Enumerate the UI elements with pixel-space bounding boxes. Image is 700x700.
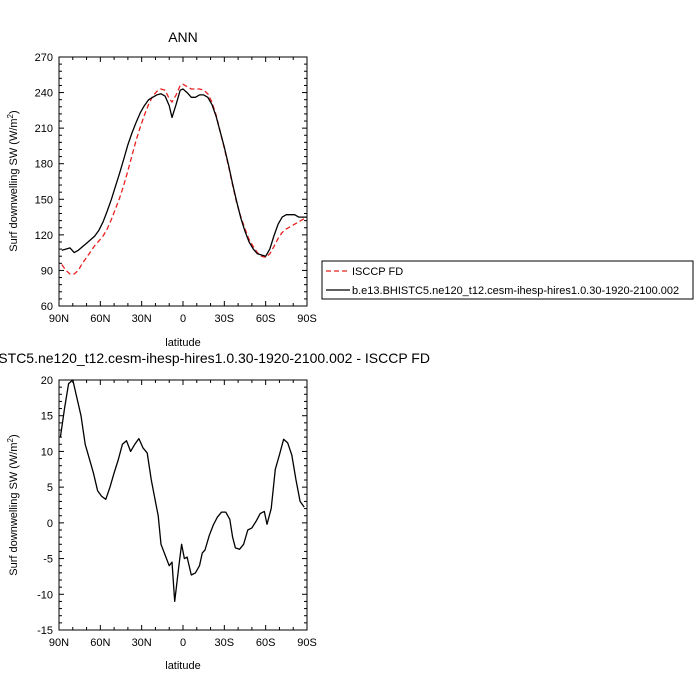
- x-tick-label: 60S: [256, 637, 276, 649]
- bottom-x-axis-label: latitude: [165, 660, 200, 672]
- y-tick-label: 0: [47, 518, 53, 530]
- series-line-model: [59, 379, 305, 603]
- top-y-axis-label: Surf downwelling SW (W/m2): [6, 110, 20, 251]
- y-tick-label: 60: [41, 301, 53, 313]
- legend-label-model: b.e13.BHISTC5.ne120_t12.cesm-ihesp-hires…: [352, 285, 679, 297]
- y-tick-label: 10: [41, 446, 53, 458]
- y-tick-label: -15: [37, 625, 53, 637]
- bottom-panel: b.e13.BHISTC5.ne120_t12.cesm-ihesp-hires…: [0, 350, 430, 672]
- y-tick-label: -5: [43, 554, 53, 566]
- y-tick-label: 210: [35, 123, 53, 135]
- x-tick-label: 0: [180, 637, 186, 649]
- top-axis-ticks: 90N 60N 30N 0 30S 60S 90S 60 90 120 150 180 210 240 27…: [35, 52, 317, 325]
- y-tick-label: 5: [47, 482, 53, 494]
- bottom-chart-title: b.e13.BHISTC5.ne120_t12.cesm-ihesp-hires…: [0, 350, 430, 366]
- x-tick-label: 90S: [297, 637, 317, 649]
- x-tick-label: 30N: [132, 637, 152, 649]
- x-tick-label: 60N: [90, 637, 110, 649]
- legend: ISCCP FD b.e13.BHISTC5.ne120_t12.cesm-ih…: [321, 260, 694, 300]
- top-chart-title: ANN: [168, 29, 198, 45]
- top-series-lines: [61, 83, 308, 275]
- y-tick-label: 90: [41, 265, 53, 277]
- bottom-axis-ticks: 90N 60N 30N 0 30S 60S 90S -15 -10 -5 0 5 10 15 20: [37, 375, 317, 649]
- y-tick-label: 240: [35, 88, 53, 100]
- x-tick-label: 90N: [49, 637, 69, 649]
- x-tick-label: 60N: [90, 313, 110, 325]
- y-tick-label: 180: [35, 159, 53, 171]
- x-tick-label: 90S: [297, 313, 317, 325]
- top-panel: ANN 90N 60N 30N 0 30S 60S 90S 60 90 120 150 180 210 2…: [6, 29, 317, 349]
- x-tick-label: 90N: [49, 313, 69, 325]
- y-tick-label: 150: [35, 194, 53, 206]
- series-line-model: [61, 88, 307, 257]
- series-line-isccp: [61, 83, 308, 275]
- x-tick-label: 30S: [215, 313, 235, 325]
- bottom-plot-frame: [58, 379, 308, 631]
- y-tick-label: 270: [35, 52, 53, 64]
- x-tick-label: 30N: [132, 313, 152, 325]
- x-tick-label: 60S: [256, 313, 276, 325]
- bottom-series-lines: [59, 379, 305, 603]
- y-tick-label: -10: [37, 589, 53, 601]
- x-tick-label: 0: [180, 313, 186, 325]
- top-plot-frame: [58, 56, 308, 307]
- top-x-axis-label: latitude: [165, 337, 200, 349]
- y-tick-label: 20: [41, 375, 53, 387]
- legend-label-isccp: ISCCP FD: [352, 266, 403, 278]
- x-tick-label: 30S: [215, 637, 235, 649]
- legend-box: [321, 260, 694, 300]
- bottom-y-axis-label: Surf downwelling SW (W/m2): [6, 434, 20, 575]
- y-tick-label: 120: [35, 230, 53, 242]
- y-tick-label: 15: [41, 411, 53, 423]
